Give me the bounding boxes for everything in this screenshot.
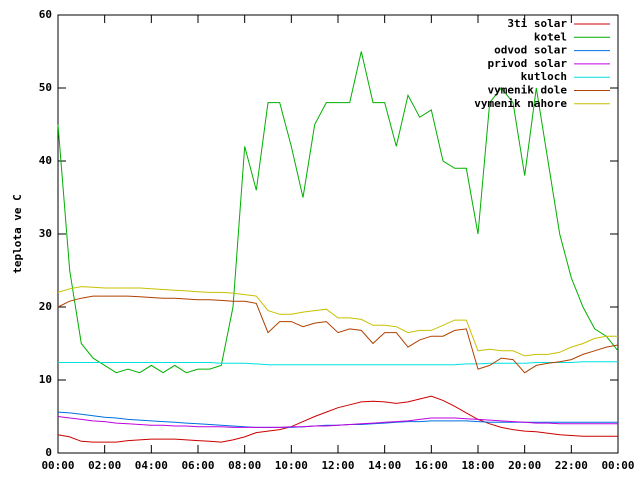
y-tick-label: 60 [39,8,52,21]
legend-label: vymenik nahore [474,97,567,110]
legend-label: vymenik dole [488,84,568,97]
x-tick-label: 16:00 [415,459,448,472]
series-line [57,416,618,428]
x-tick-label: 08:00 [228,459,261,472]
legend-label: kotel [534,30,567,43]
x-tick-label: 20:00 [508,459,541,472]
series-line [57,295,619,374]
x-tick-label: 18:00 [461,459,494,472]
y-tick-label: 50 [39,81,52,94]
y-tick-label: 30 [39,227,52,240]
series-line [57,395,618,443]
series-line [58,361,618,366]
series-line [57,286,618,357]
legend-label: odvod solar [494,44,567,57]
x-tick-label: 22:00 [555,459,588,472]
x-tick-label: 06:00 [181,459,214,472]
legend-label: kutloch [521,70,567,83]
y-axis-label: teplota ve C [11,194,24,273]
x-tick-label: 04:00 [135,459,168,472]
x-tick-label: 10:00 [275,459,308,472]
series-line [57,51,619,374]
x-tick-label: 00:00 [601,459,634,472]
legend-label: privod solar [488,57,568,70]
legend-label: 3ti solar [507,17,567,30]
y-tick-label: 10 [39,373,52,386]
y-tick-label: 20 [39,300,52,313]
x-tick-label: 14:00 [368,459,401,472]
y-tick-label: 0 [45,446,52,459]
x-tick-label: 12:00 [321,459,354,472]
x-tick-label: 00:00 [41,459,74,472]
x-tick-label: 02:00 [88,459,121,472]
y-tick-label: 40 [39,154,52,167]
